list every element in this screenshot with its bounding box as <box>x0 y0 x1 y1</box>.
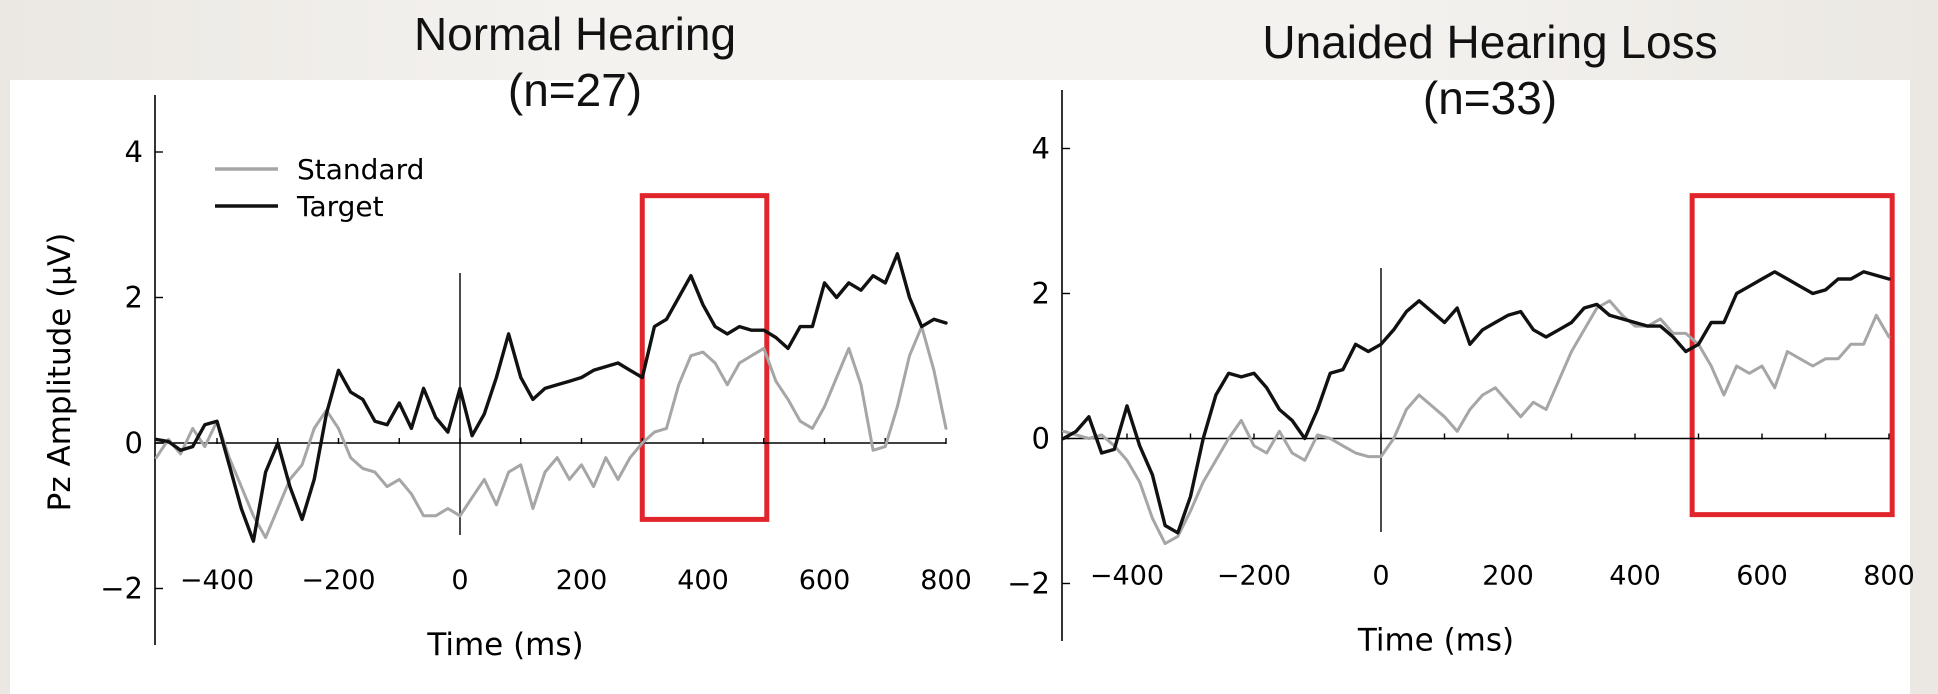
x-tick-label: −200 <box>301 565 375 596</box>
x-tick-label: 600 <box>799 565 851 596</box>
legend-label: Standard <box>297 153 424 186</box>
y-tick-label: −2 <box>1007 567 1050 601</box>
y-tick-label: 0 <box>1032 422 1050 456</box>
x-tick-label: −400 <box>180 565 254 596</box>
figure-panel <box>10 80 1910 694</box>
x-tick-label: 600 <box>1736 561 1788 592</box>
series-line-standard <box>1062 299 1891 546</box>
x-tick-label: 800 <box>920 565 972 596</box>
highlight-box <box>1689 193 1895 518</box>
x-tick-label: 0 <box>1372 561 1389 592</box>
x-tick-label: 200 <box>556 565 608 596</box>
series-line-target <box>1061 270 1891 535</box>
chart-subtitle: (n=27) <box>507 64 643 116</box>
x-tick-label: −200 <box>1217 561 1291 592</box>
x-tick-label: 200 <box>1482 561 1534 592</box>
y-tick-label: −2 <box>100 572 143 606</box>
chart-title: Unaided Hearing Loss <box>1262 16 1718 68</box>
series-line-target <box>154 252 948 543</box>
chart-title-normal-hearing: Normal Hearing (n=27) <box>370 6 780 118</box>
x-axis-label: Time (ms) <box>426 627 583 663</box>
x-tick-label: 800 <box>1863 561 1915 592</box>
chart-title: Normal Hearing <box>413 8 737 60</box>
y-axis-label: Pz Amplitude (μV) <box>42 233 78 512</box>
x-tick-label: 0 <box>451 565 468 596</box>
y-tick-label: 4 <box>1032 132 1050 166</box>
y-tick-label: 0 <box>125 426 143 460</box>
y-tick-label: 2 <box>1032 277 1050 311</box>
x-axis-label: Time (ms) <box>1357 623 1514 659</box>
chart-title-hearing-loss: Unaided Hearing Loss (n=33) <box>1210 14 1770 126</box>
y-tick-label: 2 <box>125 281 143 315</box>
x-tick-label: 400 <box>1609 561 1661 592</box>
x-tick-label: −400 <box>1090 561 1164 592</box>
y-tick-label: 4 <box>125 135 143 169</box>
x-tick-label: 400 <box>677 565 729 596</box>
legend-label: Target <box>296 190 384 223</box>
chart-subtitle: (n=33) <box>1422 72 1558 124</box>
